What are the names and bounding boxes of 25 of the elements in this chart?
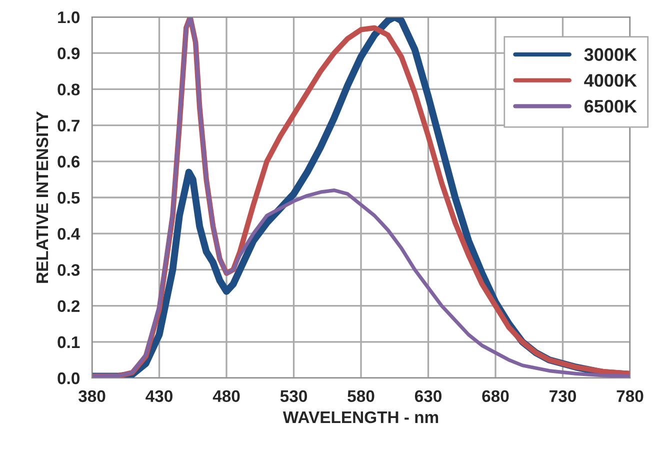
x-tick-label: 780 [616,390,644,402]
x-tick-label: 530 [280,390,307,402]
y-tick-label: 0.4 [58,228,80,240]
y-tick-label: 0.8 [58,84,80,96]
x-tick-label: 480 [212,390,240,402]
y-axis-title: RELATIVE INTENSITY [36,111,48,283]
y-tick-label: 0.9 [58,48,80,60]
y-tick-label: 0.0 [58,372,80,384]
x-tick-label: 630 [414,390,442,402]
y-tick-label: 0.7 [58,120,80,132]
y-tick-label: 0.5 [58,192,80,204]
x-tick-label: 730 [550,390,576,402]
legend-label: 4000K [584,74,637,87]
legend-label: 6500K [584,100,637,113]
y-tick-label: 0.3 [58,264,80,276]
y-tick-label: 0.6 [58,156,80,168]
legend-label: 3000K [584,48,637,61]
x-tick-label: 430 [146,390,172,402]
y-tick-label: 0.2 [58,300,80,312]
x-tick-label: 680 [482,390,509,402]
x-axis-title: WAVELENGTH - nm [282,411,438,424]
y-tick-label: 1.0 [58,11,80,24]
x-tick-label: 580 [348,390,374,402]
x-tick-label: 380 [78,390,106,402]
y-tick-label: 0.1 [58,336,80,348]
